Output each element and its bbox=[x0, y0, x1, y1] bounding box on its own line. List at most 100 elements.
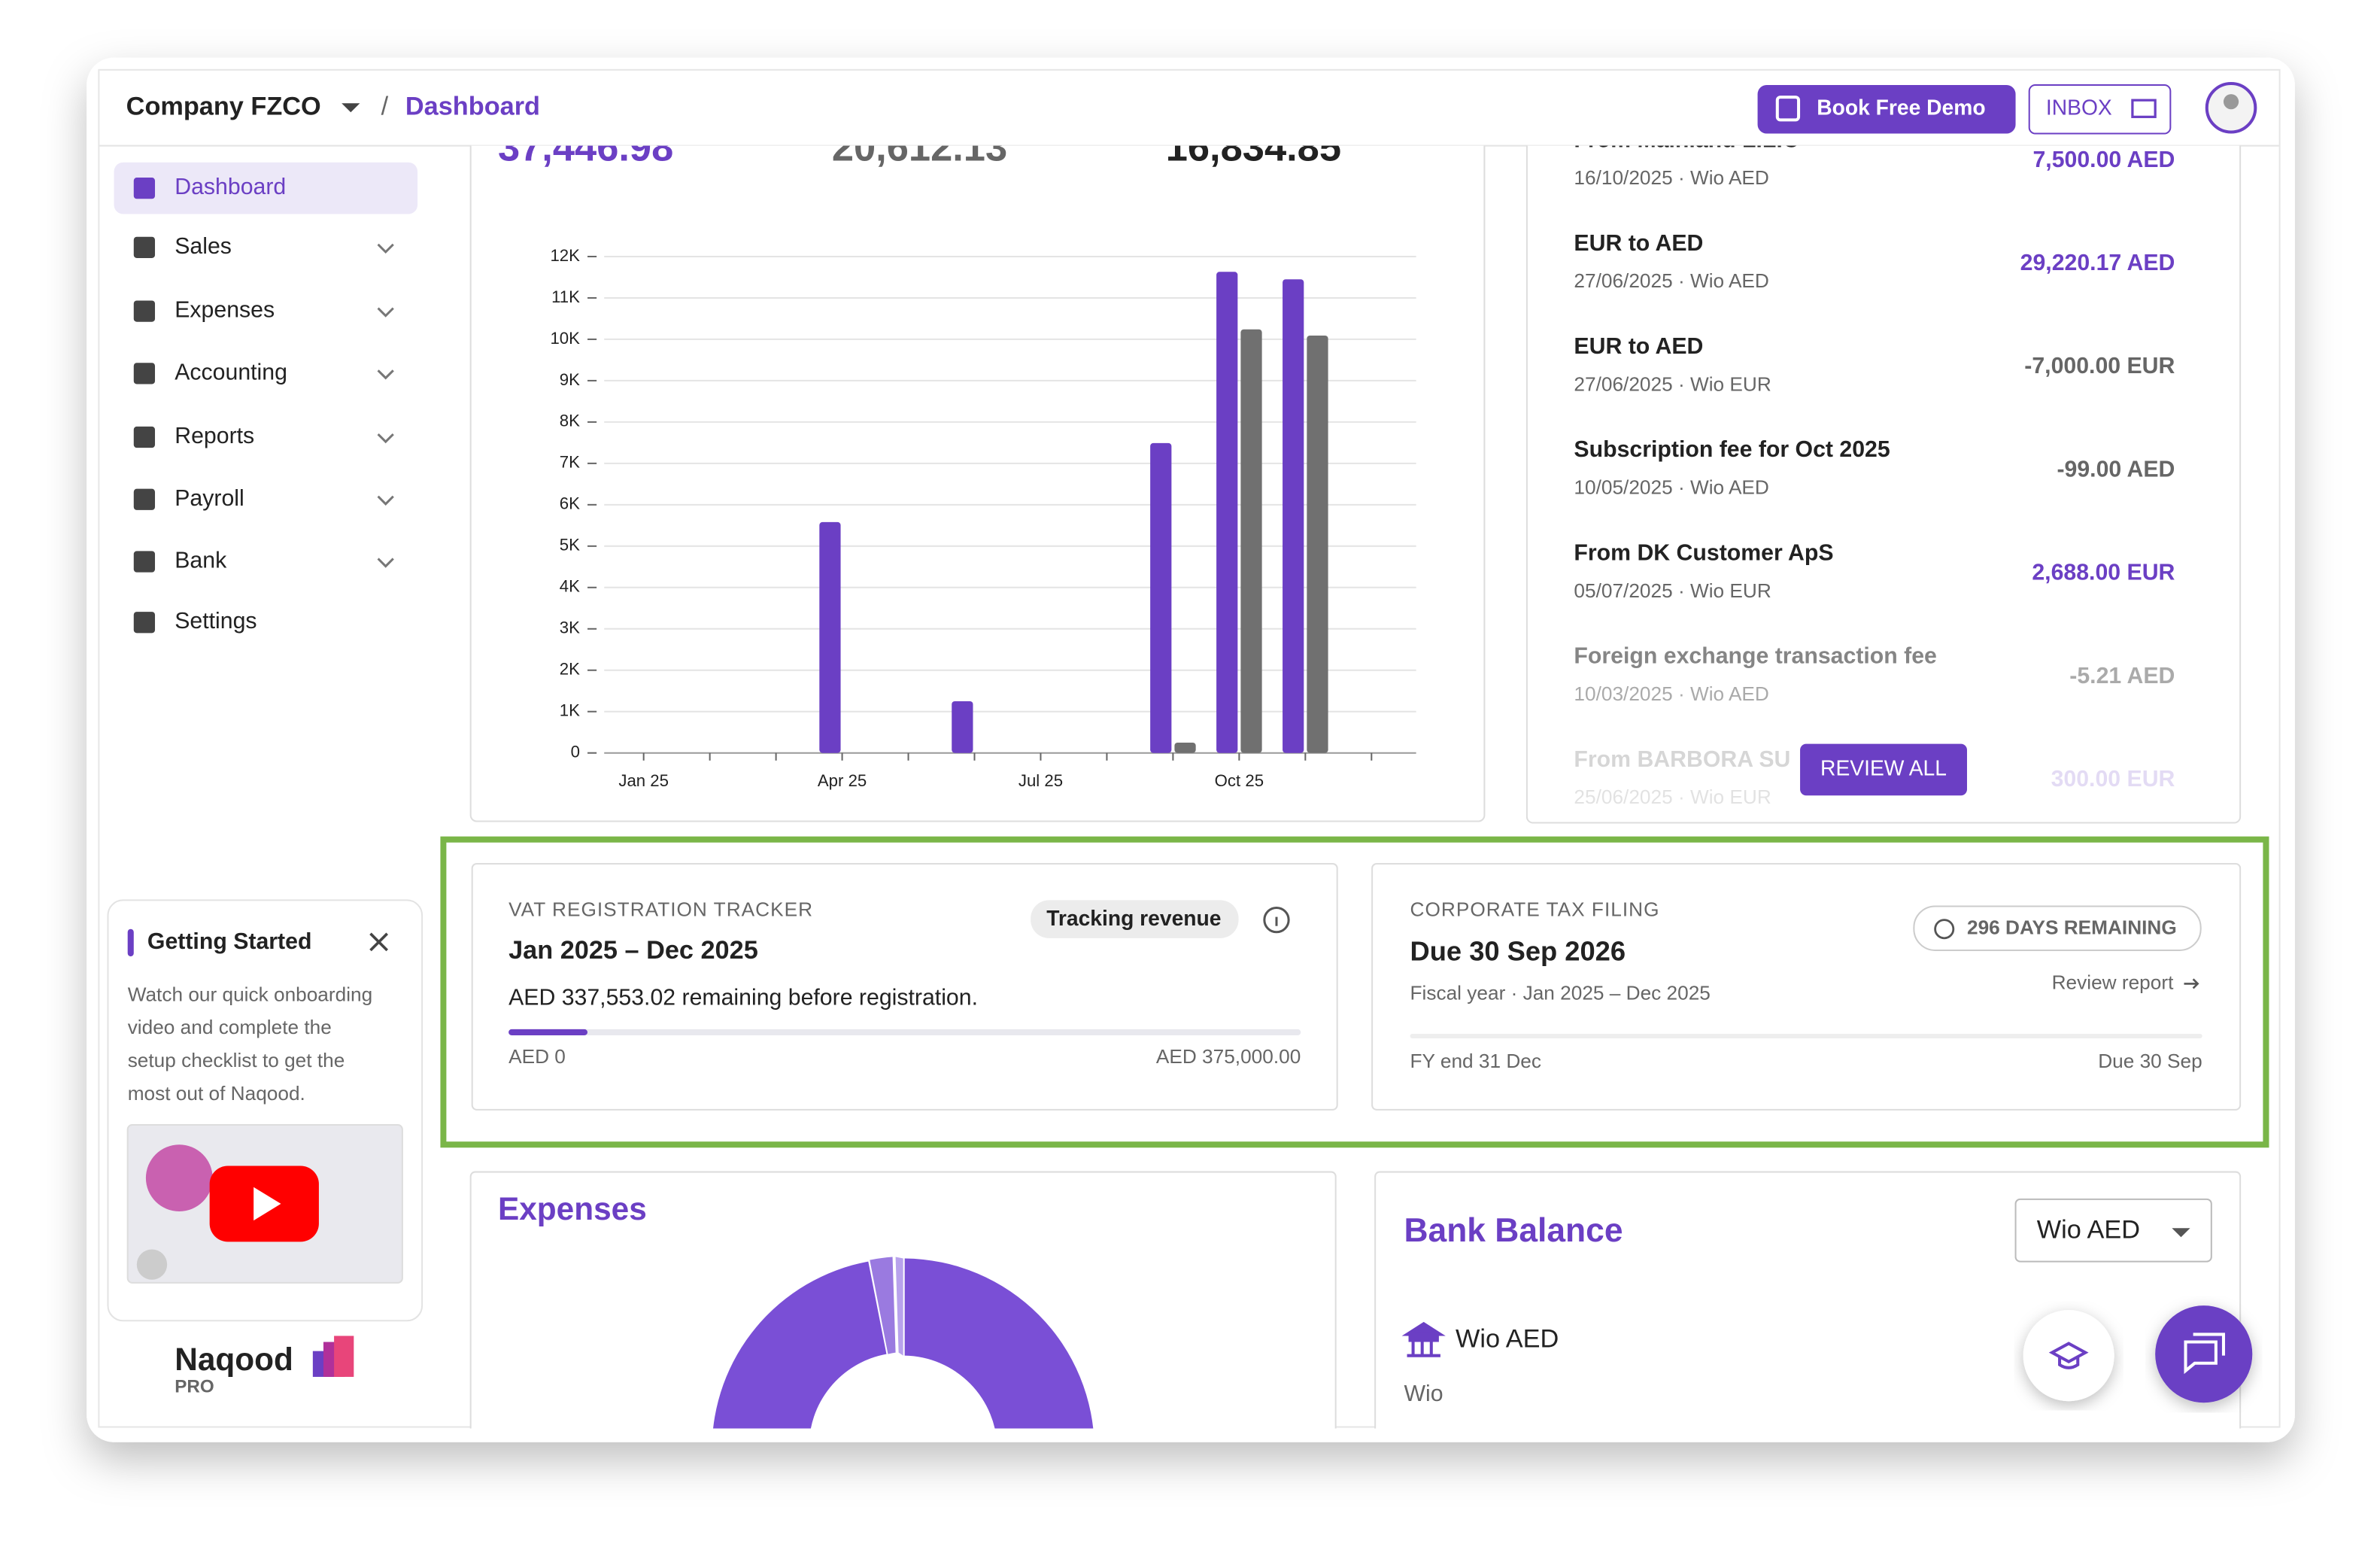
y-tick-label: 11K bbox=[551, 287, 580, 306]
bank-account: Wio AED bbox=[1456, 1325, 1559, 1354]
bank-title: Bank Balance bbox=[1404, 1212, 1623, 1249]
info-icon[interactable] bbox=[1263, 906, 1290, 934]
tax-end: Due 30 Sep bbox=[2098, 1050, 2202, 1072]
transaction-amount: -7,000.00 EUR bbox=[2024, 354, 2175, 378]
transaction-row[interactable]: From BARBORA SU 25/06/2025 · Wio EUR 300.0… bbox=[1574, 747, 2175, 808]
donut-segment bbox=[870, 1257, 896, 1354]
academy-icon bbox=[2048, 1342, 2089, 1369]
accent-bar bbox=[127, 928, 134, 957]
calendar-icon bbox=[1775, 96, 1801, 122]
inbox-label[interactable]: INBOX bbox=[2046, 96, 2112, 120]
bank-select-label[interactable]: Wio AED bbox=[2037, 1215, 2140, 1244]
bar bbox=[1240, 329, 1262, 753]
y-tick-label: 1K bbox=[560, 701, 580, 720]
thumb-avatar bbox=[136, 1249, 168, 1280]
nav-icon bbox=[133, 612, 156, 634]
arrow-icon bbox=[2184, 978, 2199, 989]
y-tick-label: 0 bbox=[571, 743, 580, 761]
getting-started-line: most out of Naqood. bbox=[128, 1082, 305, 1105]
play-icon bbox=[253, 1187, 281, 1221]
logo-part bbox=[334, 1336, 354, 1377]
company-caret[interactable] bbox=[342, 103, 360, 113]
transaction-meta: 27/06/2025 · Wio AED bbox=[1574, 269, 1768, 292]
review-all-label[interactable]: REVIEW ALL bbox=[1820, 755, 1947, 780]
y-tick-label: 9K bbox=[560, 370, 580, 389]
nav-item[interactable]: Sales bbox=[175, 234, 232, 259]
tax-badge-label: 296 DAYS REMAINING bbox=[1967, 916, 2177, 939]
bar bbox=[819, 521, 841, 753]
bar bbox=[1174, 742, 1196, 753]
expenses-title: Expenses bbox=[498, 1191, 647, 1226]
vat-max: AED 375,000.00 bbox=[1156, 1045, 1301, 1068]
bank-select[interactable] bbox=[2014, 1198, 2212, 1263]
nav-icon bbox=[133, 551, 156, 573]
nav-item[interactable]: Reports bbox=[175, 424, 254, 448]
tax-link[interactable]: Review report bbox=[2052, 971, 2174, 993]
transaction-meta: 10/03/2025 · Wio AED bbox=[1574, 682, 1768, 705]
chat-button[interactable] bbox=[2155, 1305, 2253, 1403]
transactions: From Mainland L.L.C 16/10/2025 · Wio AED 7… bbox=[1574, 128, 2175, 808]
inbox-button[interactable] bbox=[2028, 84, 2172, 135]
nav-chevron bbox=[377, 558, 394, 568]
donut-segment bbox=[904, 1258, 1094, 1429]
transaction-row[interactable]: Subscription fee for Oct 2025 10/05/2025 … bbox=[1574, 437, 2175, 498]
breadcrumb-sep: / bbox=[381, 92, 389, 120]
transaction-title: EUR to AED bbox=[1574, 231, 1703, 256]
transaction-amount: 7,500.00 AED bbox=[2032, 147, 2175, 172]
demo-button-label[interactable]: Book Free Demo bbox=[1817, 96, 1985, 120]
transaction-row[interactable]: EUR to AED 27/06/2025 · Wio AED 29,220.17 … bbox=[1574, 231, 2175, 292]
getting-started-line: setup checklist to get the bbox=[128, 1049, 345, 1071]
thumb-logo bbox=[145, 1144, 213, 1212]
transaction-title: From Mainland L.L.C bbox=[1574, 128, 1799, 153]
review-all-button[interactable] bbox=[1800, 743, 1967, 796]
nav-icon bbox=[133, 488, 156, 510]
y-tick-label: 3K bbox=[560, 618, 580, 637]
revenue-chart: 0 1K 2K 3K 4K 5K 6K 7K 8K 9K 10K 11K 12K Jan 25 Apr 25… bbox=[550, 246, 1416, 790]
vat-label: VAT REGISTRATION TRACKER bbox=[508, 898, 813, 920]
avatar-head bbox=[2223, 94, 2239, 110]
bar bbox=[1283, 279, 1304, 753]
y-tick-label: 12K bbox=[550, 246, 580, 265]
nav-item[interactable]: Dashboard bbox=[175, 175, 286, 199]
demo-button[interactable] bbox=[1757, 84, 2016, 134]
nav-item[interactable]: Bank bbox=[175, 548, 227, 573]
y-tick-label: 8K bbox=[560, 412, 580, 430]
transaction-row[interactable]: From DK Customer ApS 05/07/2025 · Wio EUR… bbox=[1574, 540, 2175, 601]
nav-item[interactable]: Settings bbox=[175, 609, 257, 634]
x-tick-label: Apr 25 bbox=[818, 771, 867, 790]
bank-name: Wio bbox=[1404, 1381, 1443, 1406]
academy-button[interactable] bbox=[2023, 1310, 2114, 1402]
transaction-row[interactable]: EUR to AED 27/06/2025 · Wio EUR -7,000.00 … bbox=[1574, 334, 2175, 395]
company-name[interactable]: Company FZCO bbox=[126, 92, 321, 120]
nav-item[interactable]: Expenses bbox=[175, 298, 275, 323]
brand-tier: PRO bbox=[175, 1376, 214, 1396]
close-icon[interactable] bbox=[369, 932, 388, 952]
nav-item[interactable]: Payroll bbox=[175, 486, 244, 511]
transaction-amount: -5.21 AED bbox=[2069, 664, 2175, 688]
vat-badge-label: Tracking revenue bbox=[1046, 906, 1221, 930]
tax-badge bbox=[1913, 905, 2202, 952]
brand-name: Naqood bbox=[175, 1342, 293, 1377]
summary-total: 20,612.13 bbox=[832, 126, 1007, 170]
tax-progress-track bbox=[1410, 1033, 2202, 1039]
bar bbox=[1307, 335, 1328, 753]
y-tick-label: 2K bbox=[560, 660, 580, 679]
transaction-row[interactable]: Foreign exchange transaction fee 10/03/20… bbox=[1574, 644, 2175, 705]
nav-icon bbox=[133, 363, 156, 384]
transaction-amount: 29,220.17 AED bbox=[2020, 251, 2175, 275]
nav-icon bbox=[133, 426, 156, 448]
bar bbox=[1216, 272, 1238, 753]
nav-item[interactable]: Accounting bbox=[175, 360, 287, 384]
transaction-row[interactable]: From Mainland L.L.C 16/10/2025 · Wio AED 7… bbox=[1574, 128, 2175, 189]
bar bbox=[952, 701, 973, 753]
vat-remaining: AED 337,553.02 remaining before registra… bbox=[508, 986, 978, 1010]
nav-icon bbox=[133, 178, 156, 199]
transaction-meta: 05/07/2025 · Wio EUR bbox=[1574, 579, 1771, 602]
clock-icon bbox=[1934, 919, 1955, 940]
y-tick-label: 5K bbox=[560, 536, 580, 555]
transaction-amount: -99.00 AED bbox=[2057, 457, 2175, 482]
y-tick-label: 7K bbox=[560, 453, 580, 472]
vat-progress-track bbox=[508, 1029, 1301, 1035]
donut-segment bbox=[895, 1257, 903, 1356]
